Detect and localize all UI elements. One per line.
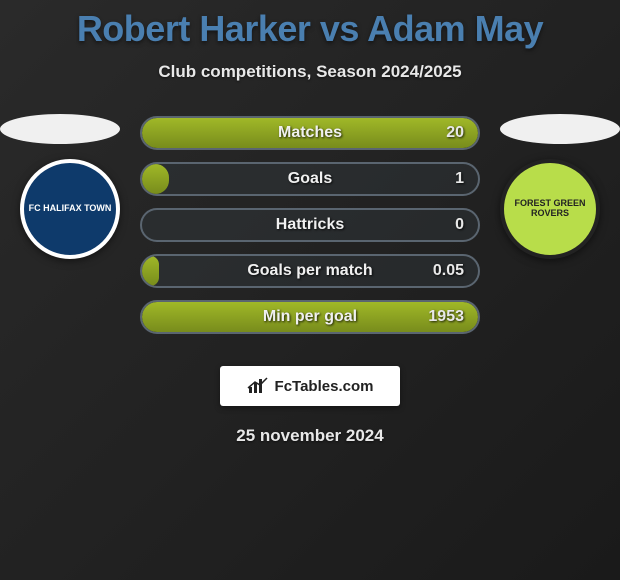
- comparison-panel: FC HALIFAX TOWN FOREST GREEN ROVERS Matc…: [0, 114, 620, 354]
- stat-bar: Goals per match 0.05: [140, 254, 480, 288]
- stat-bar: Hattricks 0: [140, 208, 480, 242]
- date-label: 25 november 2024: [0, 426, 620, 446]
- stat-bar-fill: [142, 164, 169, 194]
- stat-bar-label: Goals: [288, 170, 332, 188]
- stat-bar-value: 1953: [428, 308, 464, 326]
- stat-bar-value: 0: [455, 216, 464, 234]
- club-crest-right: FOREST GREEN ROVERS: [500, 159, 600, 259]
- club-crest-right-label: FOREST GREEN ROVERS: [504, 199, 596, 219]
- stat-bar-label: Hattricks: [276, 216, 344, 234]
- stat-bar-fill: [142, 256, 159, 286]
- club-crest-left-label: FC HALIFAX TOWN: [29, 204, 112, 214]
- subtitle: Club competitions, Season 2024/2025: [0, 62, 620, 82]
- branding-text: FcTables.com: [275, 378, 374, 395]
- stat-bar: Matches 20: [140, 116, 480, 150]
- player-base-right: [500, 114, 620, 144]
- chart-icon: [247, 377, 269, 395]
- player-base-left: [0, 114, 120, 144]
- stat-bar-label: Min per goal: [263, 308, 357, 326]
- stat-bars: Matches 20 Goals 1 Hattricks 0 Goals per match…: [140, 116, 480, 346]
- page-title: Robert Harker vs Adam May: [0, 0, 620, 50]
- stat-bar-value: 0.05: [433, 262, 464, 280]
- stat-bar: Goals 1: [140, 162, 480, 196]
- stat-bar: Min per goal 1953: [140, 300, 480, 334]
- stat-bar-value: 20: [446, 124, 464, 142]
- stat-bar-label: Matches: [278, 124, 342, 142]
- branding-badge: FcTables.com: [220, 366, 400, 406]
- club-crest-left: FC HALIFAX TOWN: [20, 159, 120, 259]
- stat-bar-value: 1: [455, 170, 464, 188]
- stat-bar-label: Goals per match: [247, 262, 372, 280]
